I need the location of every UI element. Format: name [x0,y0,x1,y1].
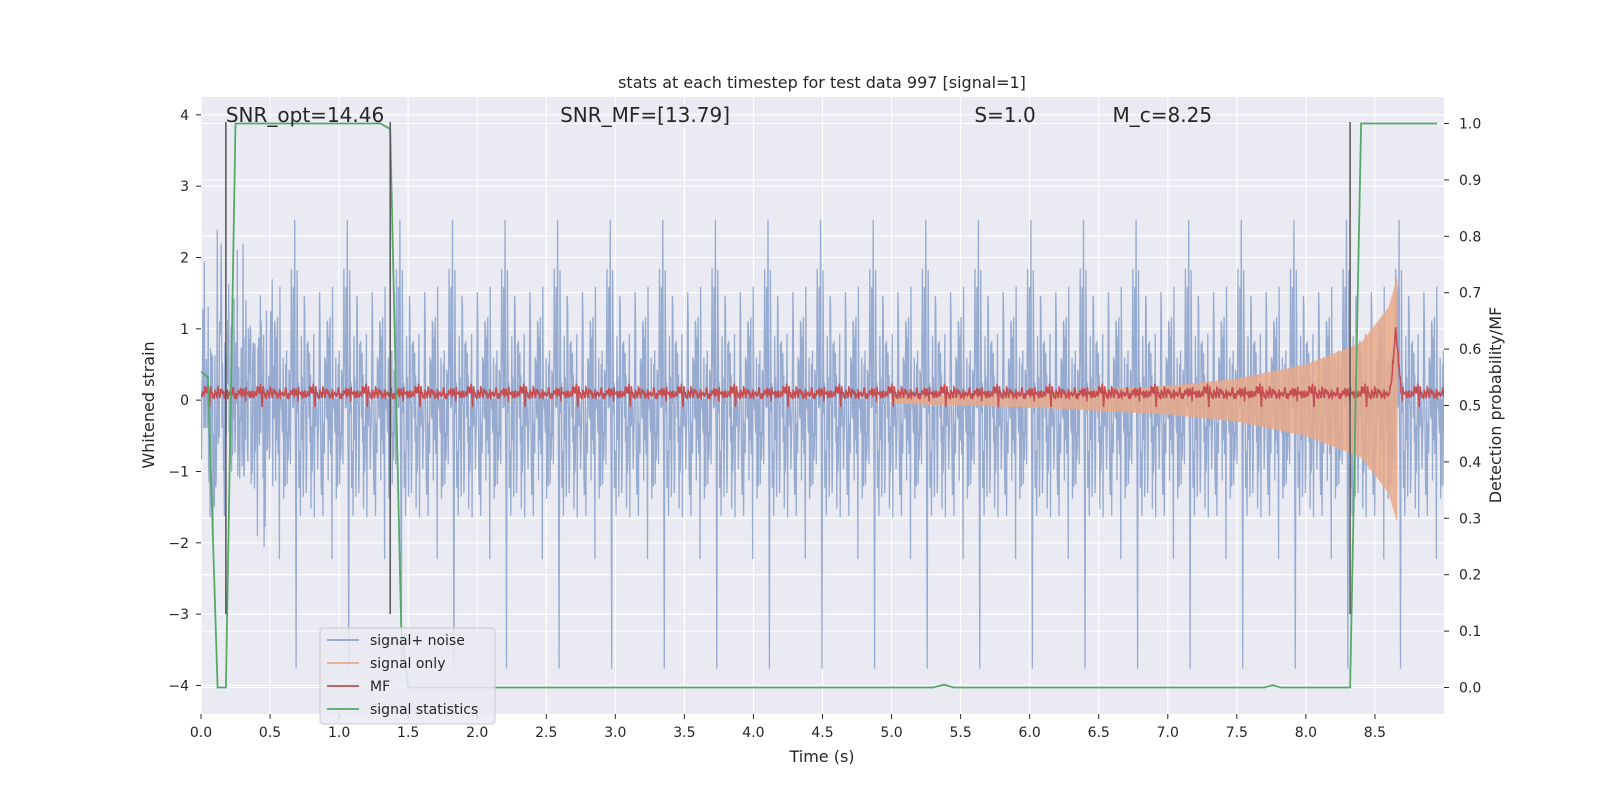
y2-tick-label: 1.0 [1459,117,1481,133]
x-tick-label: 8.5 [1364,725,1386,741]
x-tick-label: 2.5 [535,725,557,741]
x-tick-label: 3.5 [673,725,695,741]
legend-box [319,627,496,725]
y-tick-label: −1 [168,464,189,480]
series-layer [201,121,1444,689]
annotation-layer: SNR_opt=14.46 SNR_MF=[13.79] S=1.0 M_c=8.25 [226,103,1212,127]
y2-tick-label: 0.1 [1459,624,1481,640]
x-axis-label: Time (s) [788,747,854,766]
x-tick-label: 3.0 [604,725,626,741]
y2-axis: 0.0 0.1 0.2 0.3 0.4 0.5 0.6 0.7 0.8 0.9 1.0 [1444,117,1481,696]
y2-tick-label: 0.8 [1459,229,1481,245]
y2-tick-label: 0.2 [1459,568,1481,584]
x-tick-label: 6.5 [1088,725,1110,741]
y-tick-label: −3 [168,607,189,623]
annotation-snr-opt: SNR_opt=14.46 [226,103,384,127]
y2-tick-label: 0.9 [1459,173,1481,189]
series-mf [201,327,1444,408]
y-tick-label: −2 [168,536,189,552]
x-tick-label: 1.5 [397,725,419,741]
y2-tick-label: 0.3 [1459,511,1481,527]
y-axis-label: Whitened strain [139,341,158,468]
y2-tick-label: 0.4 [1459,455,1481,471]
y2-tick-label: 0.5 [1459,399,1481,415]
y2-tick-label: 0.6 [1459,342,1481,358]
x-tick-label: 0.0 [190,725,212,741]
x-tick-label: 4.0 [742,725,764,741]
legend-label: signal statistics [370,702,478,718]
annotation-snr-mf: SNR_MF=[13.79] [560,103,730,127]
x-axis: 0.0 0.5 1.0 1.5 2.0 2.5 3.0 3.5 4.0 4.5 5.0 5.5 6.0 6… [190,714,1386,741]
y2-tick-label: 0.7 [1459,286,1481,302]
series-signal-statistics [201,122,1438,689]
x-tick-label: 6.0 [1019,725,1041,741]
annotation-mc-value: M_c=8.25 [1113,103,1213,127]
chart-title: stats at each timestep for test data 997… [618,73,1026,92]
annotation-s-value: S=1.0 [974,103,1035,127]
y-tick-label: 3 [180,179,189,195]
x-tick-label: 0.5 [259,725,281,741]
legend-label: MF [370,679,390,695]
y-tick-label: 0 [180,393,189,409]
legend-label: signal+ noise [370,633,465,649]
y-tick-label: −4 [168,678,189,694]
legend-label: signal only [370,656,445,672]
x-tick-label: 7.0 [1157,725,1179,741]
x-tick-label: 8.0 [1295,725,1317,741]
y-tick-label: 4 [180,108,189,124]
legend: signal+ noise signal only MF signal statist… [319,627,496,725]
x-tick-label: 5.5 [949,725,971,741]
plot-content [201,121,1444,689]
y-tick-label: 2 [180,250,189,266]
y-tick-label: 1 [180,322,189,338]
x-tick-label: 2.0 [466,725,488,741]
x-tick-label: 4.5 [811,725,833,741]
series-signal-noise [201,219,1444,669]
x-tick-label: 5.0 [880,725,902,741]
x-tick-label: 7.5 [1226,725,1248,741]
y2-tick-label: 0.0 [1459,680,1481,696]
y-axis: −4 −3 −2 −1 0 1 2 3 4 [168,108,201,694]
y2-axis-label: Detection probability/MF [1486,307,1505,504]
x-tick-label: 1.0 [328,725,350,741]
